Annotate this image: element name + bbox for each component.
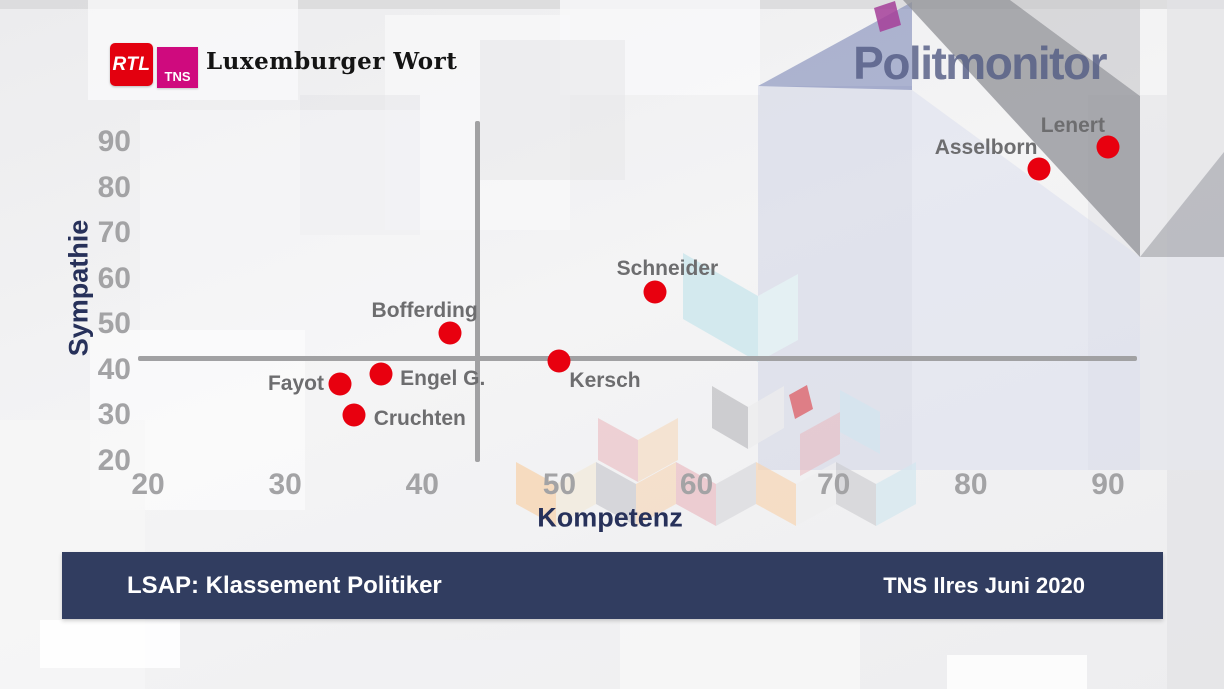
data-point-label-fayot: Fayot [267,371,324,395]
data-point-label-asselborn: Asselborn [934,136,1038,160]
data-point-label-engel-g: Engel G. [400,367,486,391]
x-tick-label-20: 20 [131,468,165,501]
rtl-logo-text: RTL [112,53,151,75]
data-point-label-bofferding: Bofferding [371,299,478,323]
x-tick-label-90: 90 [1091,468,1125,501]
data-point-cruchten [342,403,366,427]
data-point-label-cruchten: Cruchten [373,407,466,431]
data-point-schneider [643,280,667,304]
x-tick-label-60: 60 [679,468,714,501]
data-point-label-lenert: Lenert [1040,113,1105,137]
data-point-kersch [547,349,571,373]
y-axis-title: Sympathie [63,219,94,357]
tns-logo-text: TNS [164,69,191,84]
x-tick-label-40: 40 [405,468,439,501]
x-tick-label-70: 70 [817,468,851,501]
y-tick-label-60: 60 [97,261,131,295]
y-tick-label-50: 50 [97,307,131,341]
data-point-bofferding [438,321,462,345]
y-tick-label-30: 30 [97,398,131,432]
data-point-lenert [1096,135,1120,159]
y-tick-label-90: 90 [97,125,131,158]
mean-line-vertical [474,121,480,462]
data-point-label-schneider: Schneider [616,257,719,281]
tns-logo: TNS [157,47,198,88]
data-point-fayot [328,372,352,396]
x-tick-label-80: 80 [954,468,988,501]
data-point-label-kersch: Kersch [569,368,641,392]
show-title: Politmonitor [853,37,1107,89]
footer-title: LSAP: Klassement Politiker [127,571,442,599]
rtl-logo: RTL [110,43,153,86]
x-tick-label-50: 50 [542,468,577,501]
luxemburger-wort-logo: Luxemburger Wort [206,48,458,75]
y-tick-label-80: 80 [97,170,131,204]
y-tick-label-20: 20 [97,444,131,477]
data-point-engel-g [369,362,393,386]
header: RTL TNS Luxemburger Wort Politmonitor [0,0,1224,100]
x-tick-label-30: 30 [268,468,302,501]
mean-line-horizontal [138,355,1137,361]
data-point-asselborn [1027,157,1051,181]
y-tick-label-70: 70 [97,216,131,250]
y-tick-label-40: 40 [97,352,131,386]
footer-bar: LSAP: Klassement Politiker TNS Ilres Jun… [62,552,1163,619]
footer-source: TNS Ilres Juni 2020 [883,572,1085,598]
x-axis-title: Kompetenz [537,502,683,533]
